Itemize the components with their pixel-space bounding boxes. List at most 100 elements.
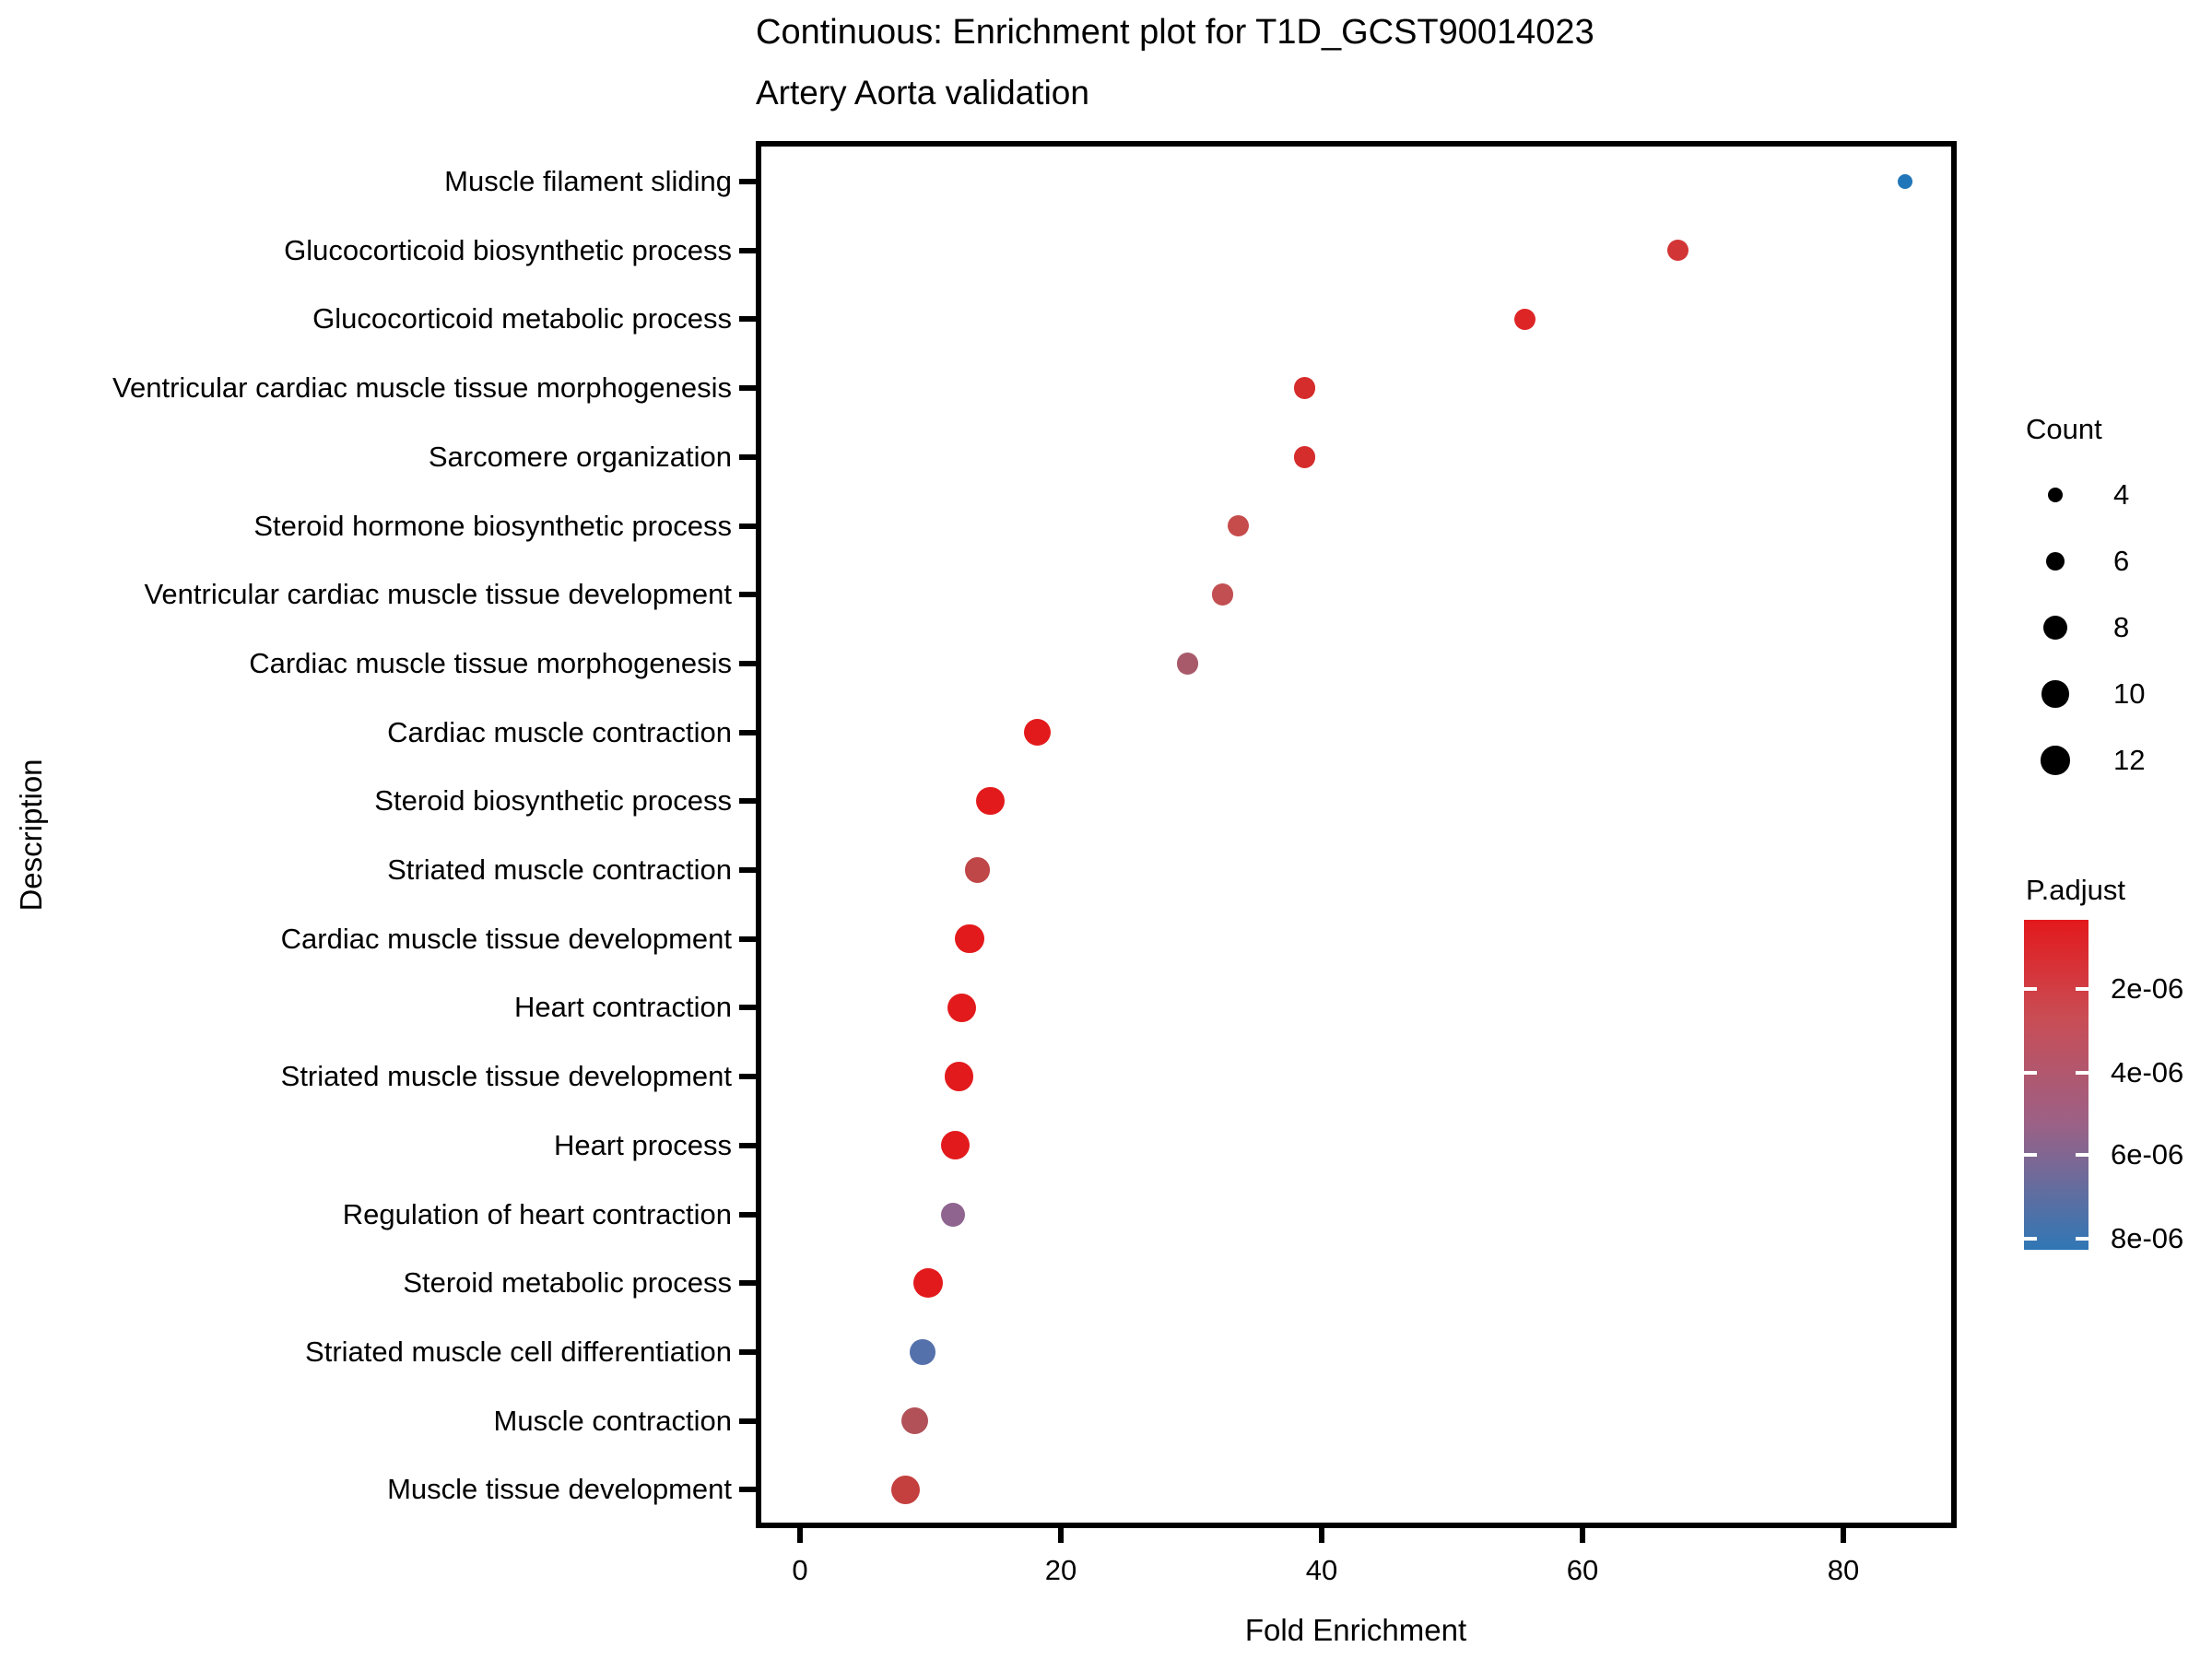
y-axis-category-label: Striated muscle tissue development (280, 1060, 732, 1093)
x-tick-label: 60 (1566, 1554, 1599, 1586)
y-tick (739, 247, 756, 253)
padjust-tick-mark (2024, 1237, 2037, 1241)
count-legend-label: 6 (2113, 545, 2130, 577)
data-point (1293, 377, 1316, 399)
y-tick (739, 867, 756, 873)
y-axis-category-label: Cardiac muscle tissue development (280, 922, 732, 955)
count-legend-label: 8 (2113, 611, 2130, 643)
x-tick (1580, 1528, 1585, 1543)
data-point (1666, 239, 1689, 262)
y-axis-category-label: Heart process (554, 1128, 732, 1161)
x-tick-label: 80 (1827, 1554, 1860, 1586)
y-tick (739, 1211, 756, 1218)
data-point (1513, 308, 1536, 331)
data-point (1176, 653, 1198, 675)
data-point (900, 1406, 929, 1435)
padjust-tick-mark (2024, 987, 2037, 991)
padjust-tick-label: 6e-06 (2111, 1138, 2184, 1171)
y-axis-category-label: Muscle contraction (493, 1404, 732, 1437)
y-tick (739, 316, 756, 323)
data-point (1897, 174, 1912, 189)
padjust-tick-mark (2076, 1237, 2088, 1241)
data-point (944, 1062, 974, 1091)
x-axis-title: Fold Enrichment (1244, 1613, 1467, 1647)
y-tick (739, 179, 756, 184)
x-tick (1841, 1528, 1846, 1543)
data-point (1293, 446, 1316, 468)
data-point (1023, 718, 1052, 747)
x-tick-label: 40 (1305, 1554, 1338, 1586)
y-axis-title: Description (14, 759, 48, 912)
padjust-tick-mark (2024, 1071, 2037, 1075)
y-axis-category-label: Muscle filament sliding (444, 165, 732, 197)
data-point (940, 1202, 965, 1227)
chart-title: Continuous: Enrichment plot for T1D_GCST… (756, 13, 1594, 52)
count-legend-dot (2041, 746, 2070, 775)
count-legend-dot (2043, 616, 2067, 640)
y-tick (739, 523, 756, 529)
count-legend-dot (2045, 551, 2065, 571)
y-axis-category-label: Striated muscle contraction (387, 853, 732, 886)
data-point (1211, 583, 1234, 606)
count-legend-title: Count (2026, 413, 2102, 445)
x-tick (1058, 1528, 1064, 1543)
x-tick-label: 0 (792, 1554, 808, 1586)
data-point (947, 993, 977, 1023)
y-tick (739, 453, 756, 460)
y-axis-category-label: Cardiac muscle contraction (387, 715, 732, 748)
y-axis-category-label: Striated muscle cell differentiation (305, 1335, 732, 1368)
padjust-legend-title: P.adjust (2026, 874, 2126, 906)
chart-subtitle: Artery Aorta validation (756, 74, 1089, 112)
data-point (940, 1131, 971, 1160)
count-legend-dot (2048, 488, 2063, 502)
y-tick (739, 1005, 756, 1011)
data-point (912, 1268, 943, 1299)
padjust-colorbar (2024, 920, 2088, 1250)
data-point (890, 1475, 921, 1504)
data-point (964, 857, 991, 883)
y-axis-category-label: Cardiac muscle tissue morphogenesis (249, 646, 732, 679)
y-axis-category-label: Sarcomere organization (428, 440, 732, 473)
y-axis-category-label: Glucocorticoid metabolic process (312, 302, 732, 335)
count-legend-dot (2041, 680, 2069, 708)
data-point (955, 924, 984, 954)
padjust-tick-mark (2076, 1071, 2088, 1075)
y-axis-category-label: Ventricular cardiac muscle tissue develo… (144, 578, 732, 611)
data-point (910, 1339, 935, 1365)
y-tick (739, 1487, 756, 1493)
y-tick (739, 1280, 756, 1287)
y-tick (739, 798, 756, 805)
padjust-tick-mark (2076, 1153, 2088, 1157)
y-axis-category-label: Regulation of heart contraction (342, 1197, 732, 1230)
padjust-tick-label: 2e-06 (2111, 972, 2184, 1005)
y-tick (739, 729, 756, 735)
padjust-tick-label: 4e-06 (2111, 1056, 2184, 1088)
y-axis-category-label: Muscle tissue development (387, 1473, 732, 1506)
y-axis-category-label: Ventricular cardiac muscle tissue morpho… (112, 371, 732, 405)
count-legend-label: 10 (2113, 677, 2146, 710)
plot-panel (756, 141, 1957, 1528)
x-tick-label: 20 (1044, 1554, 1077, 1586)
y-tick (739, 660, 756, 666)
count-legend-label: 12 (2113, 744, 2146, 776)
y-tick (739, 1348, 756, 1355)
padjust-tick-label: 8e-06 (2111, 1222, 2184, 1254)
data-point (1227, 514, 1250, 537)
y-tick (739, 1142, 756, 1148)
y-tick (739, 385, 756, 392)
data-point (976, 787, 1005, 816)
count-legend-label: 4 (2113, 478, 2130, 511)
y-axis-category-label: Steroid hormone biosynthetic process (253, 509, 732, 542)
y-tick (739, 935, 756, 942)
y-axis-category-label: Steroid metabolic process (403, 1266, 732, 1300)
padjust-tick-mark (2024, 1153, 2037, 1157)
y-axis-category-label: Heart contraction (513, 991, 732, 1024)
y-tick (739, 1074, 756, 1080)
y-axis-category-label: Steroid biosynthetic process (374, 784, 732, 818)
y-tick (739, 592, 756, 598)
y-axis-category-label: Glucocorticoid biosynthetic process (284, 233, 732, 266)
x-tick (1319, 1528, 1324, 1543)
padjust-tick-mark (2076, 987, 2088, 991)
x-tick (797, 1528, 803, 1543)
